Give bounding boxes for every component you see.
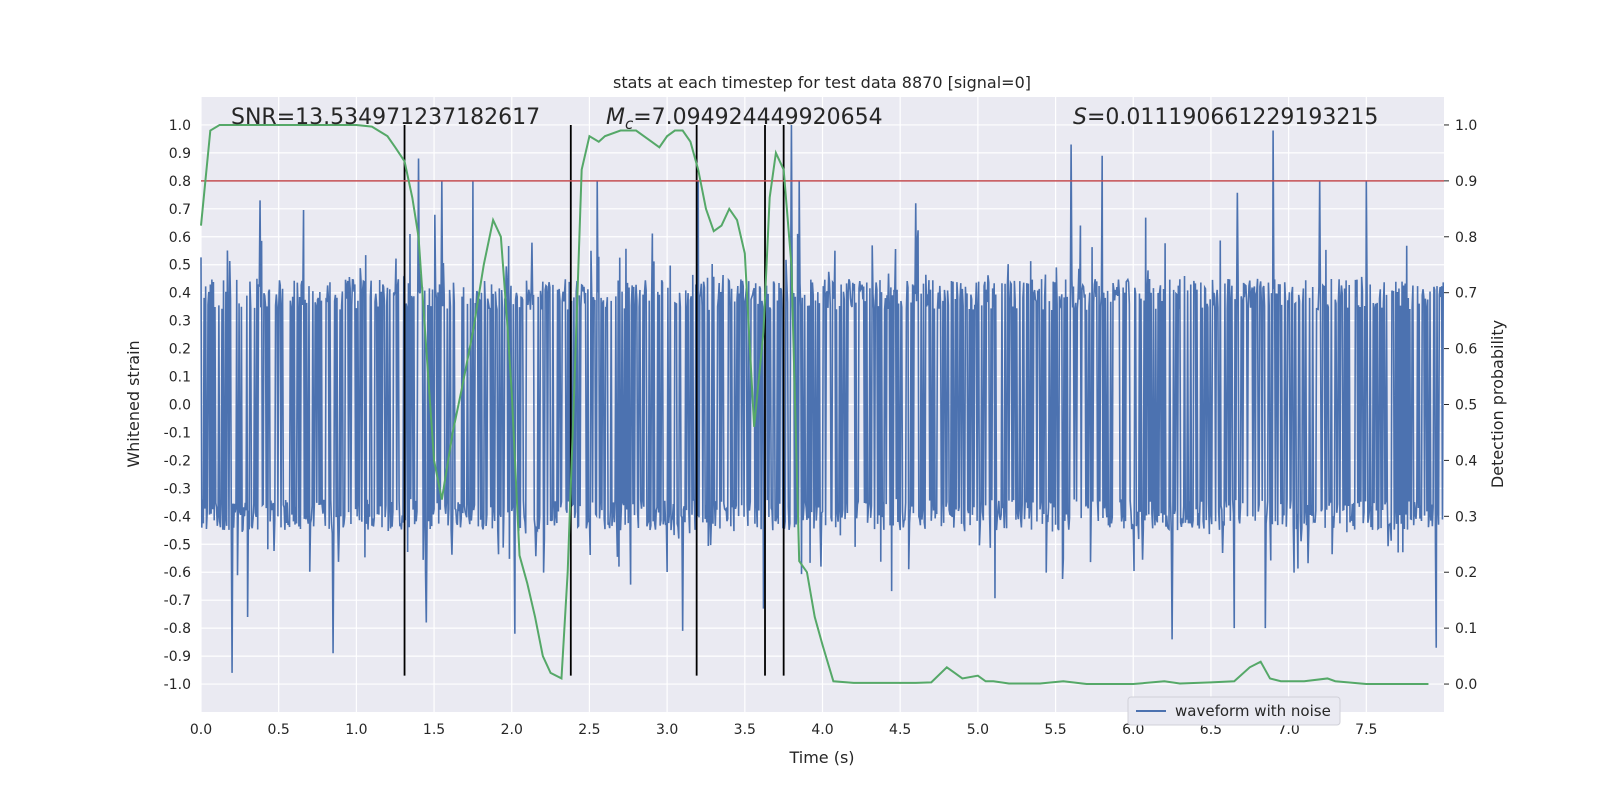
s-value: =0.011190661229193215 <box>1087 105 1378 130</box>
y-left-tick-label: -0.9 <box>164 649 191 665</box>
x-tick-label: 0.0 <box>190 722 212 738</box>
waveform-series <box>200 124 1445 673</box>
x-tick-label: 6.5 <box>1200 722 1222 738</box>
y-right-tick-label: 0.8 <box>1455 230 1477 246</box>
x-tick-label: 2.0 <box>501 722 523 738</box>
chirp-mass-annotation: Mc=7.094924449920654 <box>606 105 883 133</box>
y-right-tick-labels: 0.0 0.1 0.2 0.3 0.4 0.5 0.6 0.7 0.8 0.9 1.0 <box>1444 118 1477 693</box>
y-right-tick-label: 1.0 <box>1455 118 1477 134</box>
snr-annotation: SNR=13.534971237182617 <box>231 105 540 130</box>
y-left-tick-label: -1.0 <box>164 677 191 693</box>
y-right-tick-label: 0.5 <box>1455 398 1477 414</box>
vertical-markers <box>403 124 785 676</box>
y-left-axis-label: Whitened strain <box>124 340 143 467</box>
y-right-tick-label: 0.4 <box>1455 453 1477 469</box>
x-axis-label: Time (s) <box>788 748 854 767</box>
y-left-tick-label: -0.3 <box>164 481 191 497</box>
x-tick-label: 5.0 <box>967 722 989 738</box>
y-left-tick-label: -0.6 <box>164 565 191 581</box>
mc-value: =7.094924449920654 <box>633 105 882 130</box>
x-tick-label: 1.0 <box>345 722 367 738</box>
x-tick-label: 4.5 <box>889 722 911 738</box>
y-right-tick-label: 0.9 <box>1455 174 1477 190</box>
x-tick-label: 1.5 <box>423 722 445 738</box>
s-annotation: S=0.011190661229193215 <box>1073 105 1378 130</box>
legend-entry: waveform with noise <box>1175 702 1331 720</box>
probability-series <box>200 123 1429 686</box>
y-left-tick-label: 0.2 <box>169 342 191 358</box>
x-tick-label: 3.0 <box>656 722 678 738</box>
legend-box <box>1127 696 1341 726</box>
y-left-tick-label: -0.1 <box>164 425 191 441</box>
probability-line <box>200 123 1429 686</box>
y-left-tick-label: 0.4 <box>169 286 191 302</box>
y-right-axis-label: Detection probability <box>1488 320 1507 488</box>
y-left-tick-label: -0.8 <box>164 621 191 637</box>
y-left-tick-label: 0.0 <box>169 398 191 414</box>
mc-subscript: c <box>625 115 634 133</box>
y-left-tick-label: -0.7 <box>164 593 191 609</box>
y-left-tick-label: -0.5 <box>164 537 191 553</box>
mc-symbol: M <box>606 105 625 130</box>
y-right-tick-label: 0.6 <box>1455 342 1477 358</box>
x-tick-label: 7.0 <box>1277 722 1299 738</box>
x-tick-label: 2.5 <box>578 722 600 738</box>
y-left-tick-label: 0.8 <box>169 174 191 190</box>
y-left-tick-labels: -1.0 -0.9 -0.8 -0.7 -0.6 -0.5 -0.4 -0.3 -0.2 -0.1… <box>164 118 191 693</box>
x-tick-labels: 0.0 0.5 1.0 1.5 2.0 2.5 3.0 3.5 4.0 4.5 5.0 5.5 6.0 6… <box>190 722 1378 738</box>
x-tick-label: 3.5 <box>734 722 756 738</box>
y-left-tick-label: -0.2 <box>164 453 191 469</box>
y-left-tick-label: 0.7 <box>169 202 191 218</box>
chart-title: stats at each timestep for test data 887… <box>613 73 1031 92</box>
y-right-tick-label: 0.7 <box>1455 286 1477 302</box>
s-symbol: S <box>1073 105 1087 130</box>
x-tick-label: 0.5 <box>268 722 290 738</box>
waveform-line <box>200 124 1445 673</box>
y-left-tick-label: -0.4 <box>164 509 191 525</box>
y-left-tick-label: 0.5 <box>169 258 191 274</box>
y-left-tick-label: 0.1 <box>169 370 191 386</box>
y-left-tick-label: 0.3 <box>169 314 191 330</box>
x-tick-label: 7.5 <box>1355 722 1377 738</box>
y-right-tick-label: 0.0 <box>1455 677 1477 693</box>
legend: waveform with noise <box>1127 696 1341 726</box>
y-left-tick-label: 0.6 <box>169 230 191 246</box>
x-tick-label: 5.5 <box>1044 722 1066 738</box>
y-right-tick-label: 0.2 <box>1455 565 1477 581</box>
y-right-tick-label: 0.3 <box>1455 509 1477 525</box>
x-tick-label: 4.0 <box>811 722 833 738</box>
y-left-tick-label: 1.0 <box>169 118 191 134</box>
y-left-tick-label: 0.9 <box>169 146 191 162</box>
x-tick-label: 6.0 <box>1122 722 1144 738</box>
y-right-tick-label: 0.1 <box>1455 621 1477 637</box>
